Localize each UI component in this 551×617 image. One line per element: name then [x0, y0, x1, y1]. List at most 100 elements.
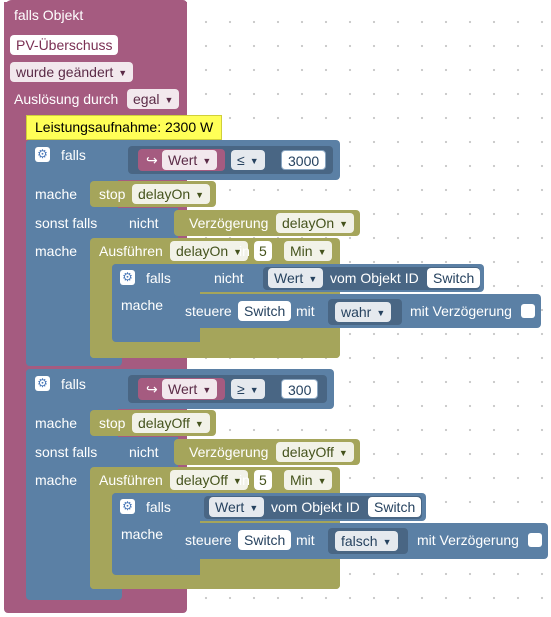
dropdown-arrow-icon: ▼ — [376, 308, 386, 318]
not-label-2: nicht — [129, 444, 159, 460]
control-value-dropdown-1[interactable]: wahr ▼ — [335, 302, 392, 322]
trigger-condition-dropdown[interactable]: wurde geändert ▼ — [10, 62, 134, 82]
dropdown-arrow-icon: ▼ — [118, 68, 128, 78]
run-label-1: Ausführen — [99, 243, 163, 259]
inner-value-2: Wert — [215, 499, 245, 515]
elseif-label-1: sonst falls — [35, 215, 98, 231]
control-target-1[interactable]: Switch — [238, 301, 292, 321]
object-id-1[interactable]: Switch — [427, 268, 481, 288]
with-delay-label-2: mit Verzögerung — [417, 532, 519, 548]
object-id-2[interactable]: Switch — [368, 497, 422, 517]
stop-timer-2: delayOff — [138, 415, 190, 431]
run-amount-2[interactable]: 5 — [254, 470, 272, 490]
threshold-1[interactable]: 3000 — [281, 150, 327, 170]
with-delay-label-1: mit Verzögerung — [410, 303, 512, 319]
operator-2: ≥ — [237, 381, 245, 397]
if-block-1-elseif-row — [26, 208, 118, 238]
if-label-2: falls — [61, 376, 86, 392]
dropdown-arrow-icon: ▼ — [202, 385, 212, 395]
run-unit-1: Min — [290, 243, 313, 259]
dropdown-arrow-icon: ▼ — [317, 247, 327, 257]
value-label-1: Wert — [168, 152, 198, 168]
run-unit-dropdown-2[interactable]: Min ▼ — [284, 470, 333, 490]
value-label-2: Wert — [168, 381, 198, 397]
control-label-2: steuere — [185, 532, 232, 548]
run-unit-dropdown-1[interactable]: Min ▼ — [284, 241, 333, 261]
in-label-2: in — [239, 472, 250, 488]
control-value-1: wahr — [341, 304, 372, 320]
if-block-1-elseif-ext — [110, 208, 178, 238]
run-block-2-foot — [90, 577, 340, 589]
stop-label-2: stop — [99, 415, 126, 431]
delay-label-2: Verzögerung — [189, 444, 269, 460]
gear-icon[interactable]: ⚙ — [35, 376, 50, 391]
trigger-title: falls Objekt — [14, 7, 84, 23]
delay-checkbox-2[interactable] — [528, 533, 542, 547]
inner-do-label-1: mache — [121, 297, 164, 313]
control-value-dropdown-2[interactable]: falsch ▼ — [335, 531, 398, 551]
operator-dropdown-1[interactable]: ≤ ▼ — [231, 150, 265, 170]
stop-timer-dropdown-1[interactable]: delayOn ▼ — [132, 184, 211, 204]
dropdown-arrow-icon: ▼ — [249, 156, 259, 166]
elseif-label-2: sonst falls — [35, 444, 98, 460]
dropdown-arrow-icon: ▼ — [249, 503, 259, 513]
control-value-2: falsch — [341, 533, 378, 549]
dropdown-arrow-icon: ▼ — [164, 95, 174, 105]
stop-timer-dropdown-2[interactable]: delayOff ▼ — [132, 413, 210, 433]
inner-if-label-1: falls — [146, 270, 171, 286]
do-label-2: mache — [35, 415, 78, 431]
run-timer-dropdown-1[interactable]: delayOn ▼ — [170, 241, 249, 261]
control-target-2[interactable]: Switch — [238, 530, 292, 550]
if-label-1: falls — [61, 147, 86, 163]
delay-checkbox-1[interactable] — [521, 304, 535, 318]
run-amount-1[interactable]: 5 — [254, 241, 272, 261]
of-object-label-1: vom Objekt ID — [330, 270, 419, 286]
stop-timer-1: delayOn — [138, 186, 191, 202]
dropdown-arrow-icon: ▼ — [308, 274, 318, 284]
of-object-label-2: vom Objekt ID — [271, 499, 360, 515]
gear-icon[interactable]: ⚙ — [35, 147, 50, 162]
trigger-block-hat — [4, 0, 187, 10]
gear-icon[interactable]: ⚙ — [120, 270, 135, 285]
dropdown-arrow-icon: ▼ — [202, 156, 212, 166]
not-label-1: nicht — [129, 215, 159, 231]
if-block-2-elseif-ext — [110, 437, 178, 467]
run-block-1-foot — [90, 346, 340, 358]
inner-value-1: Wert — [274, 270, 304, 286]
run-label-2: Ausführen — [99, 472, 163, 488]
variable-arrow-icon: ↪ — [146, 381, 158, 397]
gear-icon[interactable]: ⚙ — [120, 499, 135, 514]
run-unit-2: Min — [290, 472, 313, 488]
dropdown-arrow-icon: ▼ — [317, 476, 327, 486]
run-timer-2: delayOff — [176, 472, 228, 488]
operator-1: ≤ — [237, 152, 245, 168]
value-dropdown-1[interactable]: Wert ▼ — [162, 150, 218, 170]
control-label-1: steuere — [185, 303, 232, 319]
dropdown-arrow-icon: ▼ — [195, 190, 205, 200]
dropdown-arrow-icon: ▼ — [233, 247, 243, 257]
with-label-1: mit — [296, 303, 315, 319]
run-timer-dropdown-2[interactable]: delayOff ▼ — [170, 470, 248, 490]
inner-do-label-2: mache — [121, 526, 164, 542]
dropdown-arrow-icon: ▼ — [382, 537, 392, 547]
inner-value-dropdown-2[interactable]: Wert ▼ — [209, 497, 265, 517]
delay-timer-dropdown-2[interactable]: delayOff ▼ — [276, 442, 354, 462]
threshold-2[interactable]: 300 — [281, 379, 319, 399]
trigger-object-name[interactable]: PV-Überschuss — [10, 35, 119, 55]
inner-value-dropdown-1[interactable]: Wert ▼ — [268, 268, 324, 288]
delay-timer-1: delayOn — [282, 215, 335, 231]
do2-label-2: mache — [35, 472, 78, 488]
trigger-condition-value: wurde geändert — [16, 64, 114, 80]
trigger-by-dropdown[interactable]: egal ▼ — [127, 89, 180, 109]
operator-dropdown-2[interactable]: ≥ ▼ — [231, 379, 265, 399]
dropdown-arrow-icon: ▼ — [338, 448, 348, 458]
delay-timer-2: delayOff — [282, 444, 334, 460]
delay-timer-dropdown-1[interactable]: delayOn ▼ — [276, 213, 355, 233]
trigger-by-value: egal — [133, 91, 160, 107]
with-label-2: mit — [296, 532, 315, 548]
in-label-1: in — [239, 243, 250, 259]
value-dropdown-2[interactable]: Wert ▼ — [162, 379, 218, 399]
trigger-by-label: Auslösung durch — [14, 91, 119, 107]
if-block-2-foot — [26, 586, 122, 600]
comment-note[interactable]: Leistungsaufnahme: 2300 W — [26, 115, 223, 140]
